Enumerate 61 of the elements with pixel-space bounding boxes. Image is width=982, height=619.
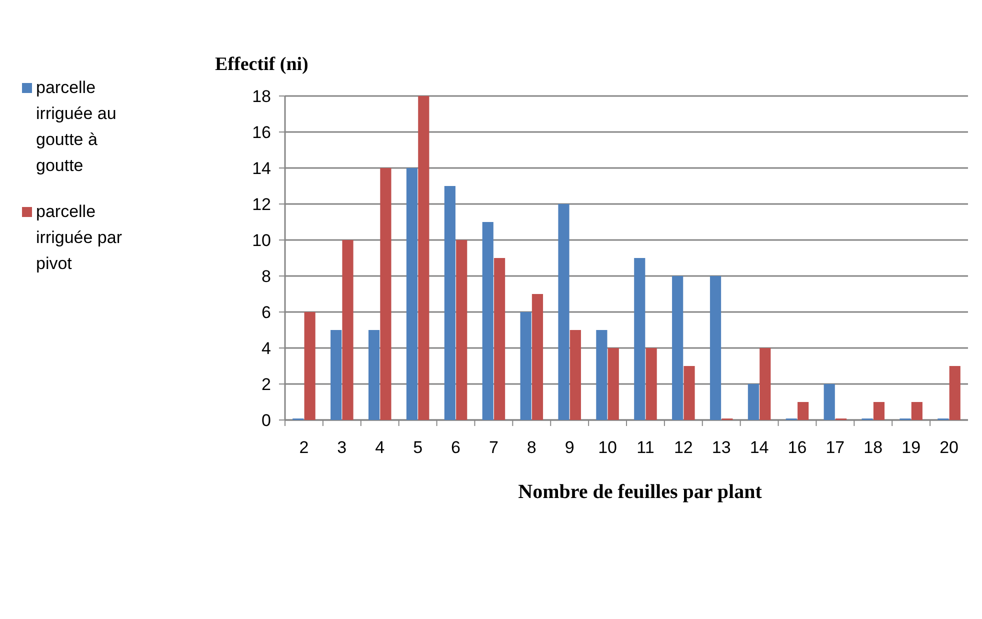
x-tick-label: 5 — [413, 438, 423, 457]
bar — [304, 312, 316, 420]
bar — [456, 240, 468, 420]
bar — [608, 348, 619, 420]
y-tick-label: 12 — [252, 194, 271, 214]
bar — [949, 366, 960, 420]
x-tick-label: 18 — [864, 438, 883, 457]
bar — [710, 276, 722, 420]
y-tick-label: 6 — [262, 302, 271, 322]
y-tick-label: 16 — [252, 122, 271, 142]
bar — [748, 384, 760, 420]
bar — [494, 258, 506, 420]
x-tick-label: 20 — [940, 438, 958, 457]
bar — [418, 96, 430, 420]
y-tick-label: 0 — [262, 410, 271, 430]
x-tick-label: 17 — [826, 438, 845, 457]
legend-label: parcelle irriguée par pivot — [36, 202, 122, 273]
y-tick-label: 14 — [252, 158, 271, 178]
x-tick-label: 3 — [337, 438, 347, 457]
bar — [406, 168, 418, 420]
x-tick-label: 11 — [636, 438, 654, 457]
bar — [646, 348, 657, 420]
bar — [634, 258, 646, 420]
bar — [911, 402, 922, 420]
bar — [558, 204, 570, 420]
bar — [380, 168, 392, 420]
bar — [368, 330, 380, 420]
bar — [532, 294, 544, 420]
x-tick-label: 12 — [674, 438, 693, 457]
x-tick-label: 7 — [488, 438, 498, 457]
x-tick-label: 2 — [299, 438, 309, 457]
bar — [596, 330, 608, 420]
x-tick-label: 4 — [375, 438, 385, 457]
y-tick-label: 2 — [262, 374, 271, 394]
y-tick-label: 8 — [262, 266, 271, 286]
x-tick-label: 19 — [902, 438, 921, 457]
x-tick-label: 9 — [564, 438, 574, 457]
bar — [342, 240, 354, 420]
bar — [570, 330, 581, 420]
chart-title: Effectif (ni) — [215, 54, 308, 75]
bar — [520, 312, 532, 420]
x-tick-label: 10 — [598, 438, 617, 457]
bar — [824, 384, 835, 420]
x-tick-label: 14 — [750, 438, 769, 457]
bar — [873, 402, 885, 420]
x-tick-label: 13 — [712, 438, 731, 457]
x-tick-label: 6 — [451, 438, 460, 457]
x-axis-title: Nombre de feuilles par plant — [518, 481, 762, 503]
legend-label: parcelle irriguée au goutte à goutte — [36, 78, 116, 175]
x-tick-label: 8 — [526, 438, 536, 457]
bar — [672, 276, 684, 420]
bar — [684, 366, 695, 420]
y-tick-label: 18 — [252, 86, 271, 106]
bar — [330, 330, 342, 420]
bar — [482, 222, 494, 420]
y-tick-label: 10 — [252, 230, 271, 250]
y-tick-label: 4 — [262, 338, 271, 358]
bar — [798, 402, 809, 420]
x-tick-label: 16 — [788, 438, 807, 457]
bar — [444, 186, 456, 420]
bar — [760, 348, 771, 420]
